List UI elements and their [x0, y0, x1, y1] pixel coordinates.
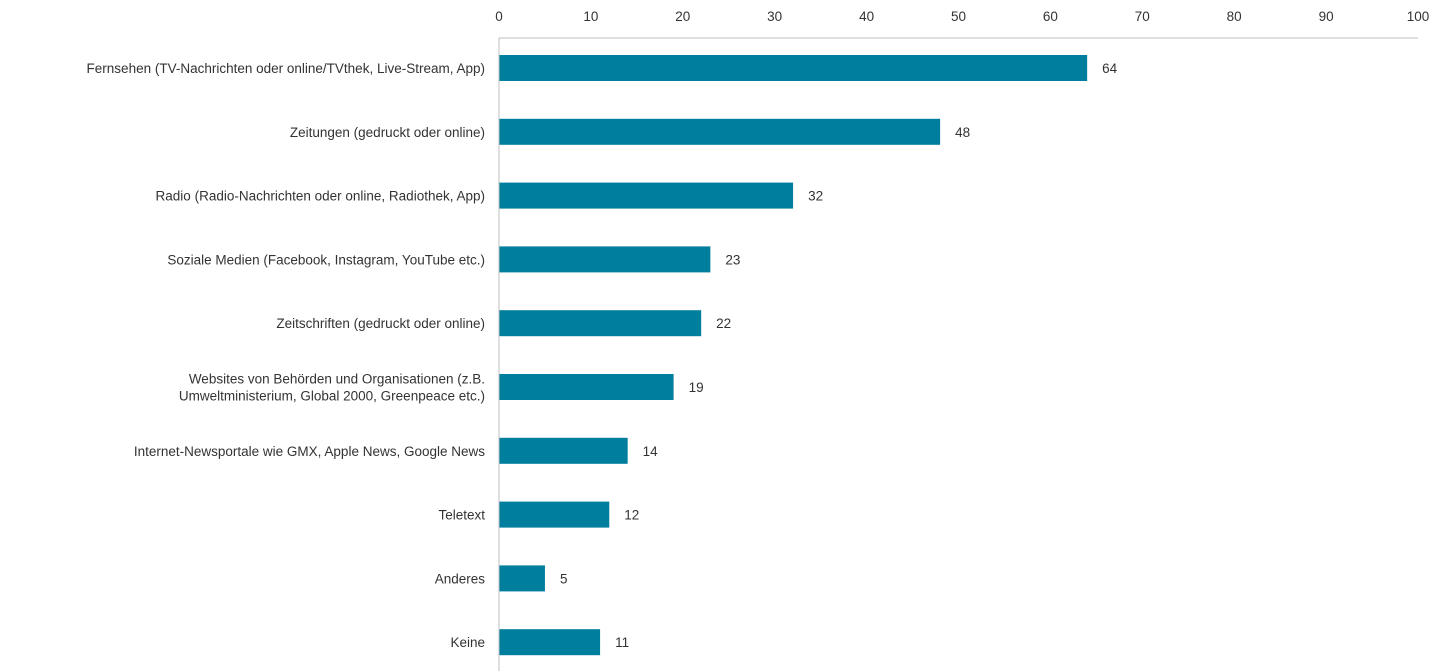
- bar: [499, 246, 711, 273]
- x-tick-label: 70: [1135, 9, 1150, 24]
- category-label: Internet-Newsportale wie GMX, Apple News…: [134, 444, 485, 459]
- data-label: 11: [615, 635, 629, 650]
- bars: 64 48 32 23 22 19 14 12 5 11: [499, 55, 1118, 656]
- bar: [499, 374, 674, 400]
- data-label: 19: [689, 380, 704, 395]
- x-tick-label: 30: [767, 9, 782, 24]
- bar: [499, 437, 628, 464]
- data-label: 23: [725, 252, 740, 267]
- bar: [499, 629, 601, 656]
- x-tick-label: 60: [1043, 9, 1058, 24]
- x-tick-label: 0: [495, 9, 503, 24]
- x-tick-label: 90: [1319, 9, 1334, 24]
- category-label: Anderes: [435, 571, 486, 586]
- data-label: 5: [560, 571, 568, 586]
- category-label: Soziale Medien (Facebook, Instagram, You…: [167, 252, 485, 267]
- data-label: 64: [1102, 61, 1118, 76]
- bar: [499, 55, 1088, 81]
- bar: [499, 118, 941, 145]
- category-label: Zeitschriften (gedruckt oder online): [276, 316, 485, 331]
- bar: [499, 310, 702, 337]
- category-label: Radio (Radio-Nachrichten oder online, Ra…: [156, 189, 485, 204]
- data-label: 12: [624, 508, 639, 523]
- category-label: Zeitungen (gedruckt oder online): [290, 125, 485, 140]
- data-label: 32: [808, 189, 823, 204]
- data-label: 22: [716, 316, 731, 331]
- bar: [499, 501, 610, 528]
- category-label: Websites von Behörden und Organisationen…: [179, 372, 485, 404]
- x-tick-label: 10: [583, 9, 598, 24]
- x-tick-label: 100: [1407, 9, 1430, 24]
- value-axis: 0 10 20 30 40 50 60 70 80 90 100: [495, 9, 1429, 671]
- bar: [499, 182, 794, 209]
- x-tick-label: 20: [675, 9, 690, 24]
- x-tick-label: 50: [951, 9, 966, 24]
- category-label: Keine: [450, 635, 485, 650]
- x-tick-label: 40: [859, 9, 874, 24]
- category-label: Fernsehen (TV-Nachrichten oder online/TV…: [87, 61, 485, 76]
- data-label: 14: [643, 444, 659, 459]
- category-labels: Fernsehen (TV-Nachrichten oder online/TV…: [87, 61, 486, 650]
- x-tick-label: 80: [1227, 9, 1242, 24]
- category-label: Teletext: [438, 508, 485, 523]
- data-label: 48: [955, 125, 970, 140]
- bar: [499, 565, 545, 592]
